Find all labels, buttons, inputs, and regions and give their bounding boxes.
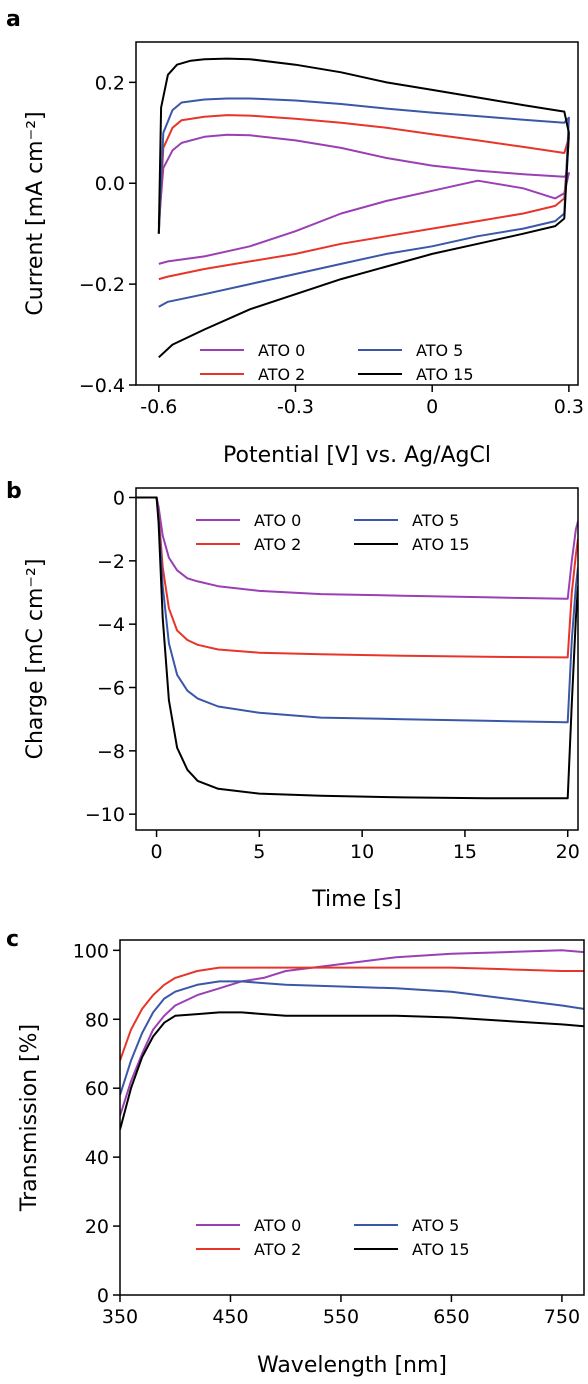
y-axis-label-a: Current [mA cm⁻²] — [23, 111, 48, 315]
y-tick-label-a: −0.2 — [79, 274, 125, 296]
y-tick-label-b: −10 — [85, 804, 125, 826]
series-line-b-ato-5 — [136, 496, 578, 724]
x-tick-label-b: 5 — [253, 841, 265, 863]
legend-b: ATO 0 ATO 2 ATO 5 ATO 15 — [196, 511, 470, 554]
x-tick-label-b: 15 — [453, 841, 477, 863]
x-axis-label-c: Wavelength [nm] — [257, 1353, 447, 1378]
panel-letter-b: b — [6, 479, 22, 504]
x-tick-label-a: -0.3 — [277, 396, 314, 418]
y-axis-label-b: Charge [mC cm⁻²] — [23, 559, 48, 760]
legend-a: ATO 0 ATO 2 ATO 5 ATO 15 — [200, 341, 474, 384]
x-tick-label-c: 550 — [323, 1306, 359, 1328]
x-axis-label-a: Potential [V] vs. Ag/AgCl — [223, 443, 491, 468]
legend-label-c-ato-2: ATO 2 — [254, 1240, 301, 1259]
x-tick-label-c: 750 — [544, 1306, 580, 1328]
x-tick-label-c: 350 — [102, 1306, 138, 1328]
x-tick-label-b: 20 — [556, 841, 580, 863]
y-tick-label-b: −6 — [97, 678, 125, 700]
legend-label-a-ato-0: ATO 0 — [258, 341, 305, 360]
y-tick-label-c: 40 — [85, 1147, 109, 1169]
series-line-c-ato-0 — [120, 949, 584, 1117]
y-tick-label-b: −8 — [97, 741, 125, 763]
y-tick-label-a: 0.0 — [95, 173, 125, 195]
y-tick-label-a: −0.4 — [79, 375, 125, 397]
y-tick-label-b: −4 — [97, 614, 125, 636]
plot-frame-b — [135, 487, 579, 831]
x-tick-label-b: 0 — [151, 841, 163, 863]
series-line-b-ato-15 — [136, 496, 578, 800]
y-tick-label-b: 0 — [113, 488, 125, 510]
legend-label-b-ato-2: ATO 2 — [254, 535, 301, 554]
series-line-c-ato-2 — [120, 966, 584, 1061]
y-tick-label-c: 80 — [85, 1009, 109, 1031]
x-tick-label-b: 10 — [350, 841, 374, 863]
y-tick-label-a: 0.2 — [95, 72, 125, 94]
x-tick-label-c: 450 — [212, 1306, 248, 1328]
series-line-a-ato-5 — [157, 97, 570, 308]
y-tick-label-b: −2 — [97, 551, 125, 573]
chart-panel-a: -0.6 -0.3 0 0.3 −0.4 −0.2 0.0 0.2 Potential [V] … — [23, 41, 584, 468]
x-tick-label-c: 650 — [433, 1306, 469, 1328]
legend-label-b-ato-5: ATO 5 — [412, 511, 459, 530]
legend-label-b-ato-0: ATO 0 — [254, 511, 301, 530]
chart-panel-b: 0 5 10 15 20 −10 −8 −6 −4 −2 0 Time [s] Charge [mC c… — [23, 487, 580, 912]
series-line-a-ato-0 — [157, 133, 570, 265]
chart-panel-c: 350 450 550 650 750 0 20 40 60 80 100 Wavelength [n… — [17, 939, 585, 1378]
x-tick-label-a: 0 — [426, 396, 438, 418]
series-line-b-ato-2 — [136, 496, 578, 659]
panel-letter-a: a — [6, 7, 21, 32]
legend-label-a-ato-15: ATO 15 — [416, 365, 474, 384]
y-axis-label-c: Transmission [%] — [17, 1024, 42, 1212]
y-tick-label-c: 20 — [85, 1216, 109, 1238]
x-axis-label-b: Time [s] — [311, 887, 401, 912]
legend-c: ATO 0 ATO 2 ATO 5 ATO 15 — [196, 1216, 470, 1259]
x-tick-label-a: -0.6 — [140, 396, 177, 418]
legend-label-b-ato-15: ATO 15 — [412, 535, 470, 554]
y-tick-label-c: 100 — [73, 940, 109, 962]
legend-label-c-ato-15: ATO 15 — [412, 1240, 470, 1259]
plot-frame-a — [135, 41, 579, 386]
legend-label-a-ato-2: ATO 2 — [258, 365, 305, 384]
series-line-c-ato-5 — [120, 980, 584, 1096]
series-line-a-ato-2 — [157, 114, 570, 281]
legend-label-c-ato-0: ATO 0 — [254, 1216, 301, 1235]
plot-frame-c — [119, 939, 585, 1296]
y-tick-label-c: 60 — [85, 1078, 109, 1100]
series-line-a-ato-15 — [157, 57, 570, 359]
series-line-c-ato-15 — [120, 1011, 584, 1130]
panel-letter-c: c — [6, 927, 19, 952]
x-tick-label-a: 0.3 — [554, 396, 584, 418]
legend-label-a-ato-5: ATO 5 — [416, 341, 463, 360]
legend-label-c-ato-5: ATO 5 — [412, 1216, 459, 1235]
y-tick-label-c: 0 — [97, 1285, 109, 1307]
series-line-b-ato-0 — [136, 496, 578, 600]
